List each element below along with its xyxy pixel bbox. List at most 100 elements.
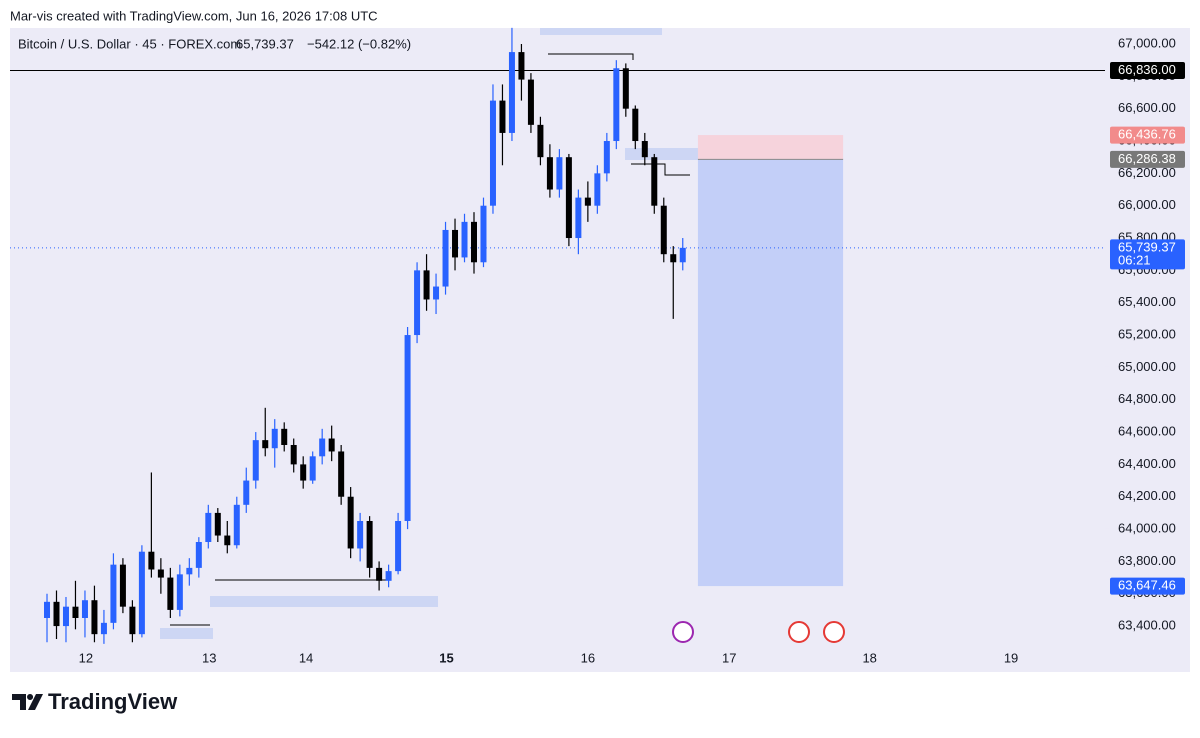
price-tag-label: 63,647.46 [1118, 578, 1176, 593]
price-tag-label: 65,739.37 [1118, 239, 1176, 254]
candle-body [546, 157, 553, 190]
candle-body [119, 564, 126, 607]
candle-body [376, 567, 383, 581]
candle-body [357, 520, 364, 549]
candle-body [537, 124, 544, 158]
price-tag-timer: 06:21 [1118, 252, 1151, 267]
candle-body [679, 247, 686, 263]
candle-body [632, 108, 639, 142]
candle-body [252, 440, 259, 481]
candle-body [575, 197, 582, 239]
drawing-line [631, 163, 690, 176]
candle-body [556, 157, 563, 190]
chart-title: Bitcoin / U.S. Dollar · 45 · FOREX.com [18, 36, 241, 51]
candle-body [281, 428, 288, 445]
candle-body [423, 270, 430, 300]
candle-body [603, 141, 610, 174]
candle-body [366, 520, 373, 568]
candle-body [347, 496, 354, 549]
candle-body [461, 221, 468, 258]
price-tag [1110, 126, 1185, 144]
price-change: −542.12 (−0.82%) [307, 36, 411, 51]
candle-body [508, 52, 515, 133]
stop-zone [697, 135, 844, 160]
price-tag-label: 66,286.38 [1118, 151, 1176, 166]
candle-body [651, 157, 658, 206]
candle-body [53, 601, 60, 627]
candle-body [622, 68, 629, 109]
logo-mark [12, 694, 43, 710]
candle-body [129, 606, 136, 635]
y-tick-label: 66,000.00 [1118, 197, 1176, 212]
candle-body [660, 205, 667, 255]
event-icon [788, 621, 810, 643]
candle-body [670, 254, 677, 263]
candle-body [205, 512, 212, 543]
price-tag [1110, 577, 1185, 595]
y-tick-label: 63,800.00 [1118, 553, 1176, 568]
x-tick-label: 14 [299, 650, 313, 665]
y-tick-label: 64,400.00 [1118, 456, 1176, 471]
candle-body [442, 229, 449, 287]
candle-body [271, 428, 278, 449]
candle-body [584, 197, 591, 206]
candle-body [594, 173, 601, 206]
candle-body [300, 464, 307, 481]
price-tag-label: 66,836.00 [1118, 62, 1176, 77]
x-tick-label: 13 [202, 650, 216, 665]
candle-body [470, 221, 477, 263]
header: Mar-vis created with TradingView.com, Ju… [10, 8, 378, 23]
candle-body [176, 574, 183, 610]
candle-body [167, 577, 174, 610]
y-tick-label: 64,800.00 [1118, 391, 1176, 406]
candle-body [338, 451, 345, 497]
event-icon [672, 621, 694, 643]
candle-body [243, 480, 250, 505]
zone [210, 596, 438, 607]
candle-body [186, 567, 193, 575]
candle-body [224, 535, 231, 546]
y-tick-label: 67,000.00 [1118, 35, 1176, 50]
y-tick-label: 65,400.00 [1118, 294, 1176, 309]
candle-body [404, 335, 411, 521]
y-tick-label: 64,000.00 [1118, 521, 1176, 536]
price-tag [1110, 150, 1185, 168]
candle-body [100, 622, 107, 635]
candle-body [489, 100, 496, 206]
candle-body [319, 438, 326, 457]
candle-body [395, 520, 402, 572]
candle-body [328, 438, 335, 452]
candle-body [290, 444, 297, 465]
y-tick-label: 64,200.00 [1118, 488, 1176, 503]
candle-body [433, 286, 440, 300]
candle-body [62, 606, 69, 627]
candle-body [44, 601, 51, 618]
x-tick-label: 19 [1004, 650, 1018, 665]
candle-body [110, 564, 117, 623]
y-tick-label: 66,600.00 [1118, 100, 1176, 115]
price-tag [1110, 62, 1185, 80]
y-tick-label: 66,200.00 [1118, 165, 1176, 180]
candle-body [81, 600, 88, 618]
y-tick-label: 63,400.00 [1118, 618, 1176, 633]
event-icon [823, 621, 845, 643]
x-tick-label: 17 [722, 650, 736, 665]
candle-body [138, 551, 145, 635]
candle-body [414, 270, 421, 336]
candle-body [452, 229, 459, 258]
candle-body [72, 606, 79, 618]
x-tick-label: 12 [79, 650, 93, 665]
target-zone [697, 159, 844, 587]
candle-body [613, 68, 620, 142]
plot-background [10, 28, 1190, 672]
zone [625, 148, 710, 160]
candle-body [91, 600, 98, 635]
y-tick-label: 65,200.00 [1118, 326, 1176, 341]
zone [540, 28, 662, 35]
candle-body [641, 141, 648, 158]
footer-brand: TradingView [48, 689, 178, 714]
candle-body [262, 440, 269, 449]
candle-body [195, 542, 202, 568]
candle-body [499, 100, 506, 133]
